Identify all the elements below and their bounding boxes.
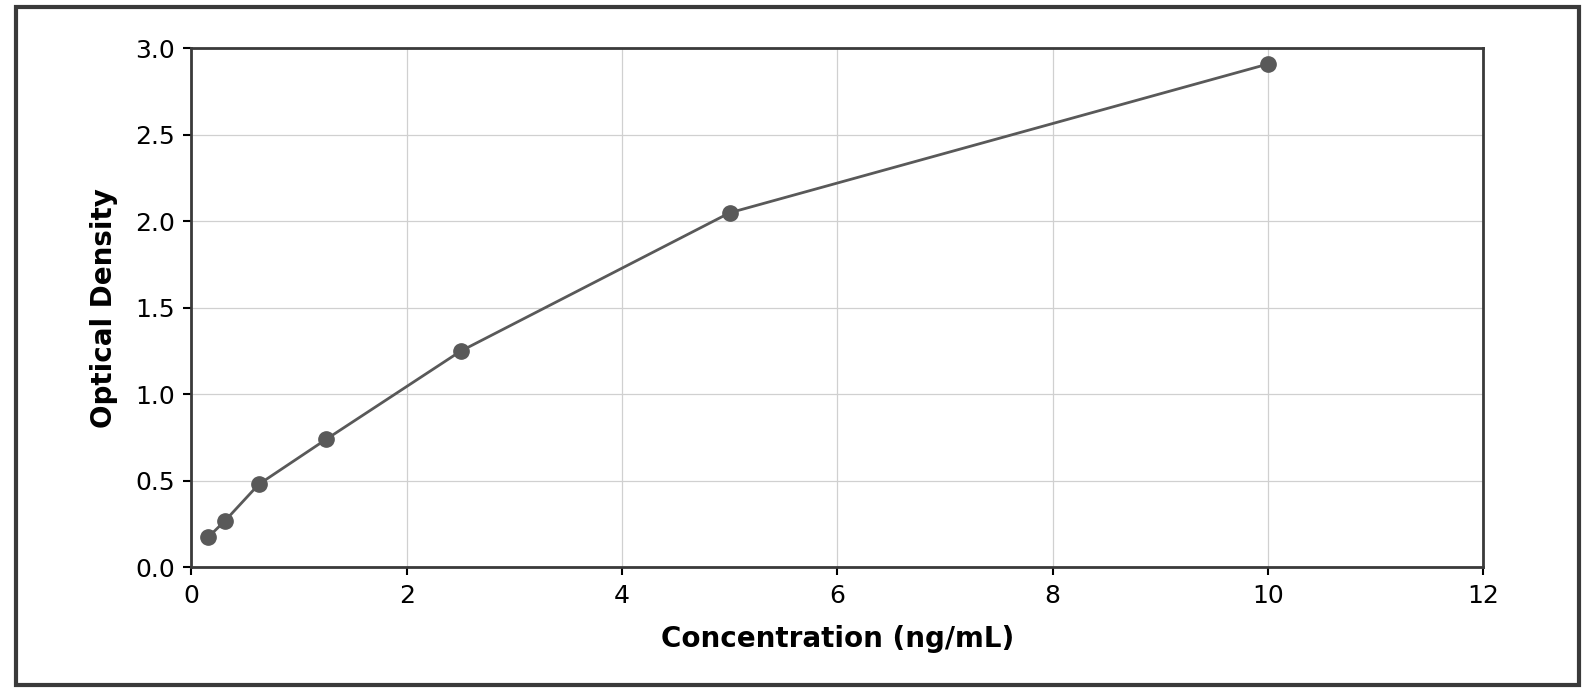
- Point: [1255, 59, 1281, 70]
- Point: [313, 434, 338, 445]
- Point: [448, 345, 474, 357]
- Point: [212, 515, 238, 526]
- Y-axis label: Optical Density: Optical Density: [91, 188, 118, 428]
- X-axis label: Concentration (ng/mL): Concentration (ng/mL): [660, 625, 1014, 653]
- Point: [246, 479, 271, 490]
- Point: [718, 208, 743, 219]
- Point: [196, 531, 222, 543]
